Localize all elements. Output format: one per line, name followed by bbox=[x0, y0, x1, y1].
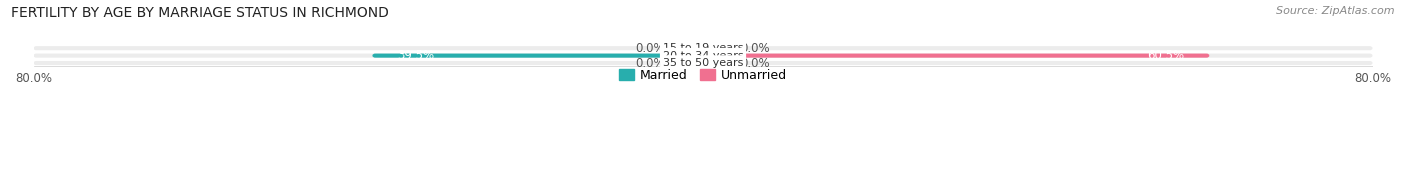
FancyBboxPatch shape bbox=[34, 61, 1372, 65]
Text: 0.0%: 0.0% bbox=[636, 56, 665, 70]
FancyBboxPatch shape bbox=[34, 54, 1372, 58]
Text: 0.0%: 0.0% bbox=[741, 42, 770, 55]
Text: 0.0%: 0.0% bbox=[741, 56, 770, 70]
Text: 35 to 50 years: 35 to 50 years bbox=[662, 58, 744, 68]
FancyBboxPatch shape bbox=[673, 46, 703, 50]
Legend: Married, Unmarried: Married, Unmarried bbox=[619, 69, 787, 82]
FancyBboxPatch shape bbox=[373, 54, 703, 58]
Text: 15 to 19 years: 15 to 19 years bbox=[662, 43, 744, 53]
Text: 20 to 34 years: 20 to 34 years bbox=[662, 51, 744, 61]
FancyBboxPatch shape bbox=[703, 46, 733, 50]
FancyBboxPatch shape bbox=[34, 46, 1372, 50]
Text: 0.0%: 0.0% bbox=[636, 42, 665, 55]
FancyBboxPatch shape bbox=[703, 61, 733, 65]
FancyBboxPatch shape bbox=[703, 54, 1209, 58]
Text: 39.5%: 39.5% bbox=[398, 49, 434, 62]
Text: FERTILITY BY AGE BY MARRIAGE STATUS IN RICHMOND: FERTILITY BY AGE BY MARRIAGE STATUS IN R… bbox=[11, 6, 389, 20]
FancyBboxPatch shape bbox=[673, 61, 703, 65]
Text: 60.5%: 60.5% bbox=[1147, 49, 1184, 62]
Text: Source: ZipAtlas.com: Source: ZipAtlas.com bbox=[1277, 6, 1395, 16]
